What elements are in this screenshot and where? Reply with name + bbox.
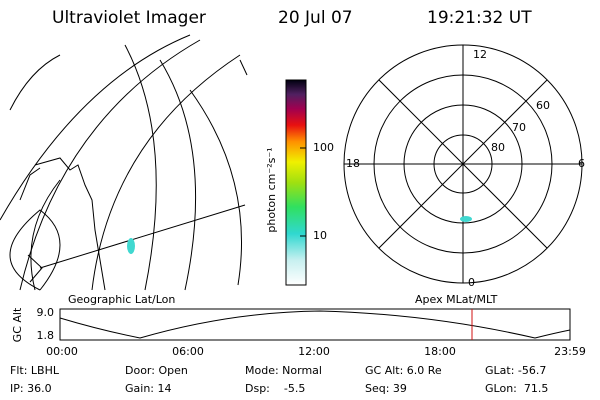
status-field: GC Alt: 6.0 Re	[365, 364, 442, 377]
colorbar-tick-label: 10	[313, 229, 327, 242]
aurora-spot	[127, 238, 135, 254]
status-field: Mode: Normal	[245, 364, 322, 377]
map-line	[159, 59, 197, 291]
panel-title: Geographic Lat/Lon	[68, 293, 175, 306]
colorbar	[285, 79, 307, 286]
map-line	[124, 44, 157, 291]
colorbar-label: photon cm⁻²s⁻¹	[265, 147, 278, 232]
hour-label: 6	[578, 157, 585, 170]
date: 20 Jul 07	[278, 8, 353, 28]
status-field: Dsp: -5.5	[245, 382, 305, 395]
y-tick-label: 1.8	[37, 329, 55, 342]
status-field: GLon: 71.5	[485, 382, 548, 395]
lat-label: 70	[512, 121, 526, 134]
status-field: Door: Open	[125, 364, 188, 377]
aurora-spot	[460, 216, 472, 222]
map-line	[0, 34, 191, 221]
panel-title: Apex MLat/MLT	[415, 293, 498, 306]
polar-plot: 12 6 18 0 60 70 80	[343, 44, 585, 289]
instrument-title: Ultraviolet Imager	[52, 8, 206, 28]
y-axis-label: GC Alt	[11, 307, 24, 342]
geographic-map	[0, 34, 248, 291]
x-tick-label: 23:59	[554, 345, 586, 358]
hour-label: 0	[468, 276, 475, 289]
coastline	[19, 167, 43, 283]
map-line	[9, 54, 61, 111]
hour-label: 18	[346, 157, 360, 170]
status-field: Gain: 14	[125, 382, 172, 395]
map-line	[239, 59, 248, 76]
x-tick-label: 12:00	[298, 345, 330, 358]
map-line	[91, 54, 241, 291]
map-line	[39, 204, 246, 269]
status-field: GLat: -56.7	[485, 364, 546, 377]
polar-axis	[378, 79, 548, 249]
x-tick-label: 18:00	[424, 345, 456, 358]
lat-label: 80	[491, 141, 505, 154]
x-tick-label: 06:00	[172, 345, 204, 358]
coastline	[34, 157, 106, 291]
status-field: Flt: LBHL	[10, 364, 60, 377]
orbit-frame	[59, 308, 571, 341]
lat-label: 60	[536, 99, 550, 112]
y-tick-label: 9.0	[37, 306, 55, 319]
status-block: Flt: LBHL Door: Open Mode: Normal GC Alt: 6…	[10, 364, 548, 395]
hour-label: 12	[473, 48, 487, 61]
map-line	[30, 179, 61, 291]
x-tick-label: 00:00	[46, 345, 78, 358]
map-line	[189, 89, 243, 286]
colorbar-tick-label: 100	[313, 141, 334, 154]
status-field: Seq: 39	[365, 382, 407, 395]
status-field: IP: 36.0	[10, 382, 52, 395]
map-line	[19, 39, 201, 291]
map-line	[9, 209, 61, 291]
time: 19:21:32 UT	[427, 8, 532, 28]
altitude-curve	[59, 310, 571, 339]
